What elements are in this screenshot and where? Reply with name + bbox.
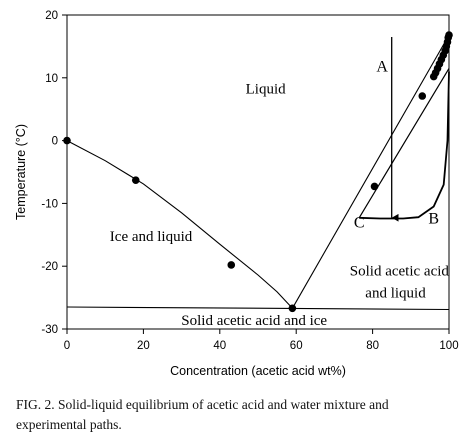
- path-label-a: A: [376, 59, 388, 76]
- region-label-3: and liquid: [365, 286, 426, 302]
- y-tick-label--10: -10: [41, 198, 58, 210]
- x-tick-label-100: 100: [439, 340, 458, 352]
- y-tick-label-10: 10: [45, 73, 58, 85]
- ice-liquidus-curve: [66, 140, 293, 309]
- region-label-1: Ice and liquid: [110, 229, 193, 245]
- x-tick-label-20: 20: [137, 340, 150, 352]
- data-point-5: [418, 92, 427, 100]
- x-tick-label-60: 60: [290, 340, 303, 352]
- data-point-16: [445, 31, 453, 39]
- figure-caption: FIG. 2. Solid-liquid equilibrium of acet…: [16, 397, 389, 432]
- y-axis-label: Temperature (°C): [14, 124, 28, 220]
- region-label-4: Solid acetic acid and ice: [181, 313, 327, 329]
- y-tick-label--20: -20: [41, 261, 58, 273]
- y-tick-label-20: 20: [45, 10, 58, 22]
- path-c-line: [358, 68, 450, 219]
- path-label-b: B: [428, 210, 439, 227]
- path-label-c: C: [354, 214, 365, 231]
- region-label-0: Liquid: [246, 82, 286, 98]
- data-point-2: [227, 261, 236, 269]
- x-tick-label-0: 0: [64, 340, 70, 352]
- eutectic-line: [66, 306, 450, 311]
- acid-liquidus-line: [291, 34, 450, 309]
- data-point-3: [288, 304, 297, 313]
- plot-frame: [66, 14, 450, 330]
- x-tick-label-40: 40: [213, 340, 226, 352]
- y-tick-label--30: -30: [41, 324, 58, 336]
- x-tick-label-80: 80: [366, 340, 379, 352]
- x-axis-label: Concentration (acetic acid wt%): [170, 364, 346, 378]
- data-point-4: [370, 182, 379, 191]
- data-point-1: [131, 176, 140, 184]
- y-tick-label-0: 0: [52, 136, 58, 148]
- path-b-line: [359, 71, 450, 220]
- region-label-2: Solid acetic acid: [350, 264, 450, 280]
